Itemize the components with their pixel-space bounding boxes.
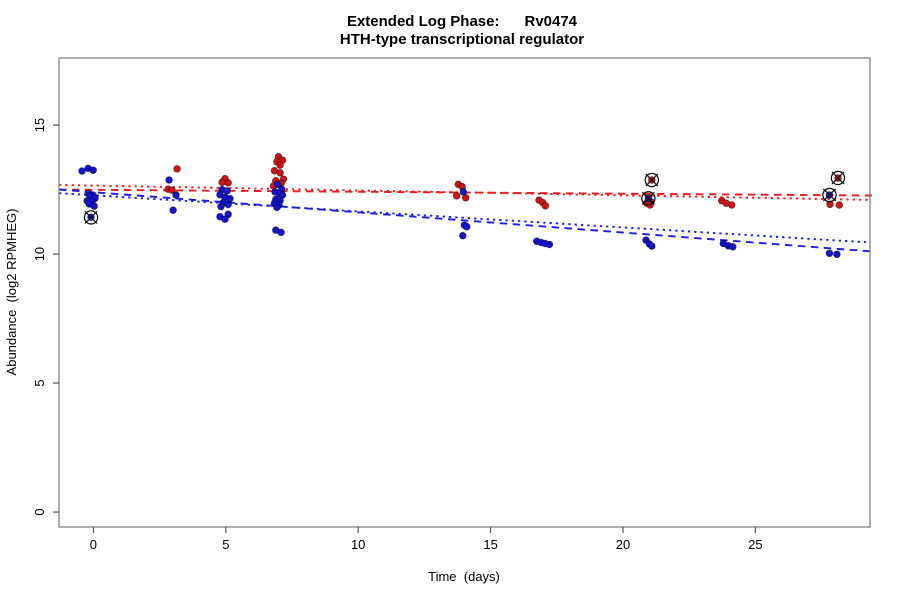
outlier-cross-line: [822, 188, 836, 202]
scatter-point-red-condition: [173, 165, 181, 173]
scatter-point-blue-condition: [165, 176, 173, 184]
outlier-ring-red-condition: [830, 170, 846, 186]
x-tick-label: 0: [90, 537, 97, 552]
x-axis: 0 5 10 15 20 25: [90, 527, 763, 552]
y-tick-label: 5: [32, 379, 47, 386]
outlier-ring-blue-condition: [822, 187, 837, 203]
y-tick-label: 15: [32, 118, 47, 132]
scatter-point-blue-condition: [221, 215, 229, 223]
scatter-point-blue-condition: [169, 206, 177, 214]
x-tick-label: 10: [351, 537, 365, 552]
outlier-circle: [830, 170, 846, 186]
y-tick-label: 0: [32, 508, 47, 515]
plot-title: Extended Log Phase: Rv0474: [347, 13, 578, 30]
scatter-point-red-condition: [218, 178, 226, 187]
y-tick-label: 10: [32, 247, 47, 261]
trendline-red-dotted-fit: [58, 183, 871, 201]
x-tick-label: 25: [748, 537, 762, 552]
x-tick-label: 5: [222, 537, 229, 552]
scatter-point-red-condition: [728, 201, 736, 209]
scatter-point-blue-condition: [463, 222, 471, 231]
plot-box: [58, 57, 871, 528]
outlier-ring-blue-condition: [83, 210, 99, 225]
scatter-point-blue-condition: [273, 180, 282, 189]
scatter-point-red-condition: [276, 169, 284, 177]
scatter-point-red-condition: [224, 179, 232, 187]
scatter-point-blue-condition: [217, 202, 225, 211]
outlier-ring-blue-condition: [641, 191, 656, 206]
scatter-point-blue-condition: [648, 242, 656, 250]
scatter-point-red-condition: [541, 202, 550, 210]
outlier-cross-line: [645, 173, 659, 187]
y-axis-title: Abundance (log2 RPMHEG): [4, 209, 19, 376]
y-axis: 0 5 10 15: [32, 118, 59, 516]
scatter-point-red-condition: [276, 161, 284, 169]
scatter-point-red-condition: [168, 186, 176, 194]
scatter-point-red-condition: [452, 192, 461, 200]
scatter-point-blue-condition: [89, 166, 97, 174]
scatter-point-blue-condition: [459, 188, 468, 196]
scatter-point-blue-condition: [277, 228, 285, 237]
data-points: [78, 153, 844, 259]
scatter-point-blue-condition: [825, 249, 834, 258]
x-tick-label: 15: [483, 537, 497, 552]
scatter-point-blue-condition: [729, 243, 737, 251]
outlier-circle: [641, 191, 656, 206]
flagged-outlier-markers: [83, 170, 846, 225]
outlier-circle: [644, 172, 660, 188]
scatter-point-red-condition: [826, 200, 834, 209]
scatter-point-blue-condition: [459, 231, 467, 240]
outlier-cross-line: [641, 191, 655, 205]
outlier-cross-line: [831, 171, 845, 185]
scatter-point-blue-condition: [273, 203, 281, 212]
scatter-point-blue-condition: [223, 187, 231, 195]
x-tick-label: 20: [616, 537, 630, 552]
outlier-circle: [83, 210, 99, 225]
trendline-blue-dashed-fit: [58, 188, 872, 253]
x-axis-title: Time (days): [428, 569, 500, 584]
outlier-cross-line: [84, 210, 98, 224]
outlier-circle: [822, 187, 837, 203]
scatter-point-blue-condition: [172, 191, 180, 199]
outlier-ring-red-condition: [644, 172, 660, 188]
scatter-point-blue-condition: [833, 250, 841, 259]
plot-subtitle: HTH-type transcriptional regulator: [340, 31, 584, 48]
scatter-point-red-condition: [835, 201, 844, 209]
scatter-point-blue-condition: [545, 240, 554, 249]
scatter-point-blue-condition: [224, 200, 232, 209]
scatter-point-blue-condition: [90, 202, 98, 210]
